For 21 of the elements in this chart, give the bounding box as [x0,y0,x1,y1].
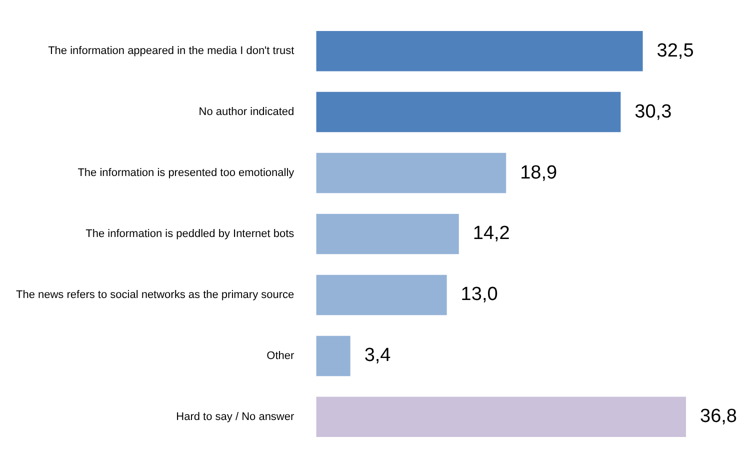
y-tick-label: Hard to say / No answer [176,410,294,423]
bar [316,92,621,132]
data-label: 14,2 [472,223,510,244]
y-tick-label: Other [266,350,294,362]
data-label: 36,8 [700,406,737,428]
y-tick-label: The information appeared in the media I don't trust [48,45,294,58]
data-label: 3,4 [364,345,392,366]
y-tick-label: The information is peddled by Internet bots [86,228,295,240]
y-tick-label: No author indicated [198,106,294,118]
y-tick-label: The information is presented too emotionally [78,167,295,180]
y-tick-label: The news refers to social networks as the primary source [16,289,294,302]
bar [316,30,643,72]
data-label: 13,0 [460,284,498,306]
data-label: 32,5 [656,40,694,62]
bar [316,214,459,254]
data-label: 30,3 [634,101,672,122]
bar [316,274,447,316]
bar [316,152,506,194]
data-label: 18,9 [520,162,558,184]
bar [316,336,350,376]
bar [316,396,686,438]
